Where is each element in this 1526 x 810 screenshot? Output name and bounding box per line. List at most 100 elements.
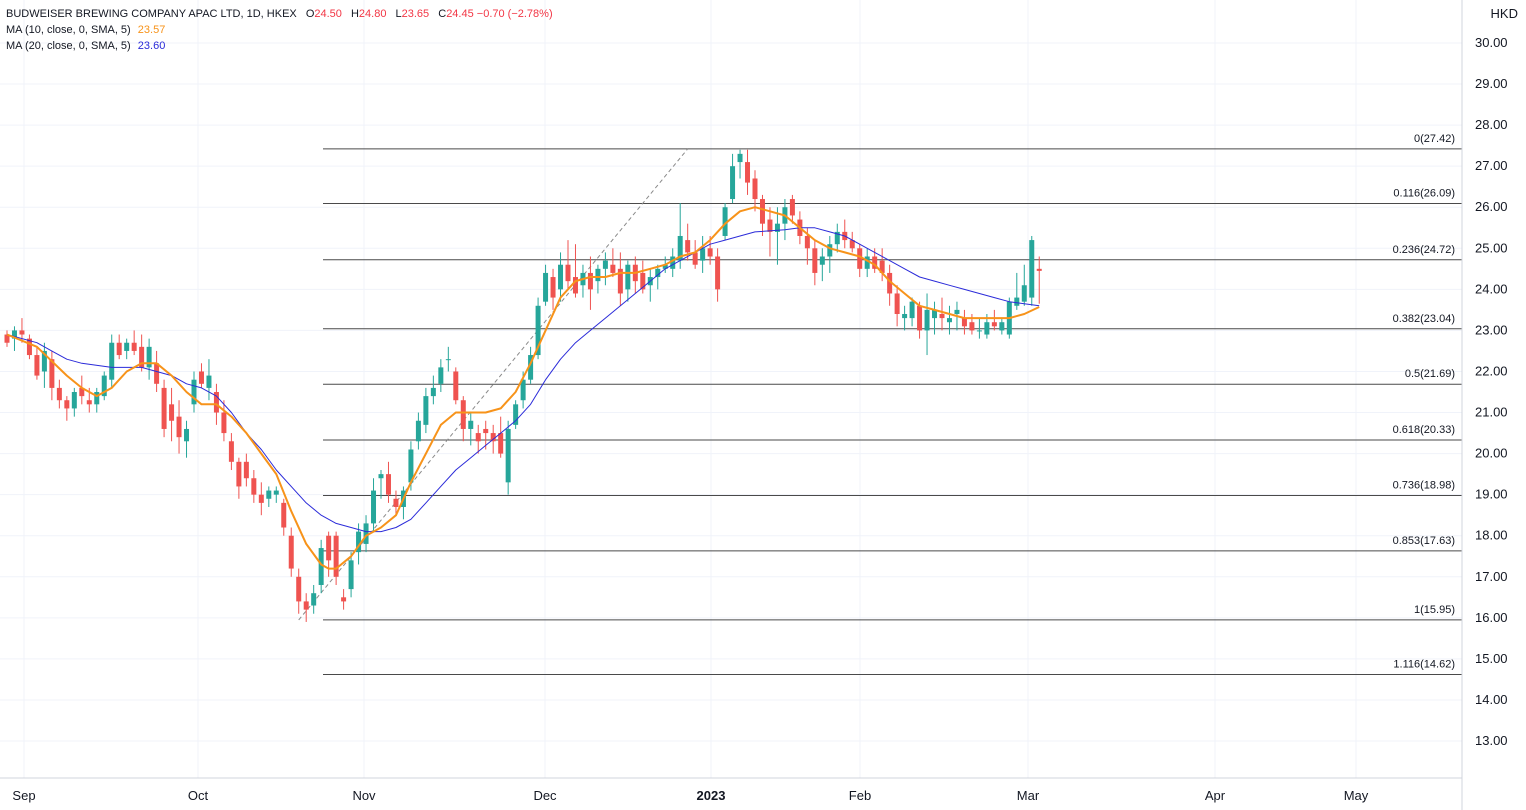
candle-body (879, 260, 885, 273)
candle-body (924, 309, 930, 331)
candle-body (737, 153, 743, 163)
candle-body (333, 535, 339, 577)
candle-body (909, 301, 915, 319)
ma20-row: MA (20, close, 0, SMA, 5) 23.60 (6, 38, 553, 54)
y-tick-label: 25.00 (1475, 240, 1508, 255)
candle-body (789, 199, 795, 216)
candle-body (827, 244, 833, 257)
candle-body (954, 309, 960, 314)
moving-averages (6, 206, 1040, 570)
legend: BUDWEISER BREWING COMPANY APAC LTD, 1D, … (6, 6, 553, 54)
candle-body (318, 548, 324, 585)
candle-body (423, 396, 429, 425)
candle-body (109, 342, 115, 380)
open-value: 24.50 (314, 8, 342, 20)
fib-level-label: 0.382(23.04) (1393, 313, 1455, 325)
candle-body (49, 359, 55, 388)
candle-body (558, 264, 564, 290)
x-tick-label: Feb (849, 788, 871, 803)
ma10-row: MA (10, close, 0, SMA, 5) 23.57 (6, 22, 553, 38)
candle-body (857, 248, 863, 269)
ma10-label: MA (10, close, 0, SMA, 5) (6, 24, 131, 36)
candle-body (228, 441, 234, 462)
candle-body (490, 433, 496, 442)
high-value: 24.80 (358, 8, 387, 20)
candle-body (378, 474, 384, 479)
candle-body (184, 428, 190, 442)
candle-body (266, 490, 272, 499)
low-value: 23.65 (401, 8, 430, 20)
candle-body (946, 318, 952, 323)
candle-body (408, 449, 414, 483)
candle-body (864, 256, 870, 269)
y-tick-label: 16.00 (1475, 610, 1508, 625)
candle-body (4, 334, 10, 343)
x-tick-label: Oct (188, 788, 209, 803)
candle-body (498, 433, 504, 454)
candle-body (348, 560, 354, 590)
candle-body (11, 330, 17, 339)
candle-body (745, 162, 751, 183)
candle-body (124, 342, 130, 351)
candle-body (715, 256, 721, 290)
candle-body (587, 272, 593, 290)
candle-body (872, 256, 878, 269)
candle-body (169, 404, 175, 421)
candle-body (595, 268, 601, 282)
y-tick-label: 23.00 (1475, 322, 1508, 337)
candle-body (572, 277, 578, 294)
candle-body (677, 235, 683, 261)
open-label: O (305, 8, 315, 20)
ma20-value: 23.60 (137, 40, 166, 52)
candle-body (154, 363, 160, 384)
candle-body (730, 166, 736, 200)
candle-body (56, 387, 62, 401)
candle-body (655, 268, 661, 278)
candle-body (902, 313, 908, 319)
candle-body (625, 264, 631, 290)
candle-body (692, 252, 698, 265)
candle-body (662, 264, 668, 269)
candle-body (483, 428, 489, 434)
x-tick-label: Nov (352, 788, 376, 803)
candle-body (176, 416, 182, 438)
candle-body (71, 392, 77, 409)
candle-body (393, 498, 399, 507)
candle-body (243, 461, 249, 479)
candle-body (1021, 285, 1027, 302)
y-tick-label: 17.00 (1475, 569, 1508, 584)
candle-body (79, 387, 85, 397)
candle-body (707, 248, 713, 257)
y-tick-label: 30.00 (1475, 35, 1508, 50)
high-label: H (350, 8, 359, 20)
candle-body (445, 359, 451, 361)
candle-body (221, 412, 227, 434)
candle-body (752, 178, 758, 200)
candlesticks (4, 149, 1042, 622)
candle-body (460, 400, 466, 429)
change-value: −0.70 (−2.78%) (476, 8, 553, 20)
candle-body (453, 371, 459, 401)
candle-body (961, 318, 967, 327)
symbol-name: BUDWEISER BREWING COMPANY APAC LTD, 1D, … (6, 8, 297, 20)
candle-body (101, 375, 107, 397)
fibonacci-retracement: 0(27.42) 0.116(26.09) 0.236(24.72) 0.382(23… (298, 133, 1462, 676)
candle-body (939, 313, 945, 319)
candle-body (767, 219, 773, 232)
fib-level-label: 0(27.42) (1414, 133, 1455, 145)
candle-body (116, 342, 122, 356)
x-tick-label: Mar (1017, 788, 1040, 803)
candle-body (1036, 268, 1042, 271)
fib-level-label: 1.116(14.62) (1393, 659, 1455, 671)
y-tick-label: 20.00 (1475, 446, 1508, 461)
y-tick-label: 14.00 (1475, 692, 1508, 707)
candle-body (146, 346, 152, 368)
candle-body (311, 593, 317, 606)
candle-body (251, 478, 257, 495)
ma10-line (6, 206, 1040, 570)
candle-body (371, 490, 377, 524)
candle-body (917, 305, 923, 331)
currency-label[interactable]: HKD (1490, 6, 1518, 21)
